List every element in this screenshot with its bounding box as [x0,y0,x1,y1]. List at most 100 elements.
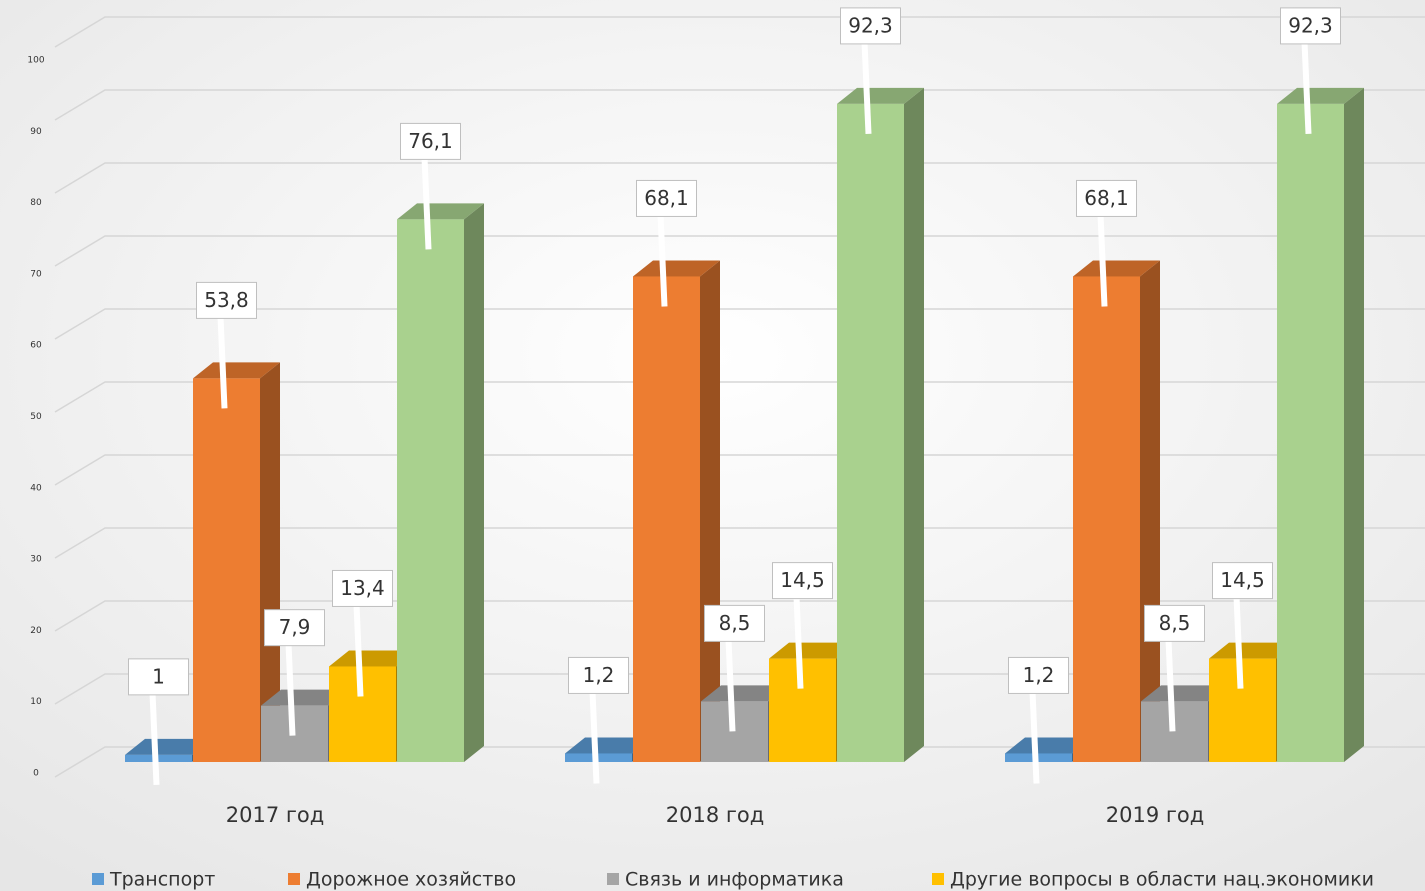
label-leader [589,691,600,784]
label-box [1212,562,1273,600]
legend-label: Дорожное хозяйство [306,869,516,891]
label-leader [285,643,296,736]
label-box [704,604,765,642]
bar [837,103,904,762]
bar-top [261,689,348,706]
label-leader [421,157,432,250]
bar [1277,103,1344,762]
data-label: 13,4 [340,576,385,600]
bar-side [1344,87,1364,762]
bar-top [769,642,856,659]
label-box [1144,604,1205,642]
data-label: 53,8 [204,288,249,312]
grid-line [54,308,1425,340]
bar [1073,276,1140,762]
bar-top [1209,642,1296,659]
label-box [1008,656,1069,694]
bar-side [260,362,280,762]
data-label: 92,3 [1288,13,1333,37]
legend-swatch [932,873,944,885]
x-tick-label: 2017 год [226,803,325,827]
label-box [1076,179,1137,217]
legend-label: Другие вопросы в области нац.экономики [950,869,1374,891]
label-leader [861,41,872,135]
data-label: 1 [152,664,165,688]
bar-side [1140,260,1160,762]
bar-side [904,87,924,762]
label-box [400,122,461,160]
label-box [568,656,629,694]
label-box [196,281,257,319]
label-leader [353,604,364,697]
legend-swatch [607,873,619,885]
y-tick-label: 70 [30,269,42,279]
x-tick-label: 2018 год [666,803,765,827]
bar [565,753,632,762]
label-leader [1165,639,1176,732]
bar-top [1005,737,1092,754]
y-tick-label: 40 [30,483,42,493]
y-tick-label: 60 [30,341,42,351]
data-label: 1,2 [583,663,615,687]
legend-swatch [288,873,300,885]
label-leader [657,214,668,307]
grid-line [54,89,1425,121]
bar-top [193,362,280,379]
bar-top [633,260,720,277]
bar-side [700,260,720,762]
label-leader [793,596,804,689]
data-label: 76,1 [408,129,453,153]
label-box [264,609,325,647]
y-tick-label: 0 [33,769,39,779]
bar [125,754,192,762]
legend-label: Связь и информатика [625,869,844,891]
grid-line [54,16,1425,48]
label-leader [1233,596,1244,689]
bar [633,276,700,762]
bar [1005,753,1072,762]
x-tick-label: 2019 год [1106,803,1205,827]
bar-top [1073,260,1160,277]
label-box [772,562,833,600]
y-tick-label: 10 [30,697,42,707]
bar [397,219,464,763]
bar-top [565,737,652,754]
label-box [128,658,189,696]
bar-top [329,650,416,667]
data-label: 68,1 [644,186,689,210]
data-label: 8,5 [719,611,751,635]
y-tick-label: 30 [30,555,42,565]
data-label: 1,2 [1023,663,1055,687]
data-label: 68,1 [1084,186,1129,210]
grid-line [54,381,1425,413]
bar-top [837,87,924,104]
grid-line [54,746,1425,778]
label-leader [217,316,228,409]
bar-top [1277,87,1364,104]
label-box [1280,7,1341,45]
bar-side [464,203,484,763]
label-leader [149,692,160,786]
grid-line [54,162,1425,194]
data-label: 7,9 [279,615,311,639]
label-box [636,179,697,217]
y-tick-label: 80 [30,198,42,208]
label-leader [1301,41,1312,135]
y-tick-label: 90 [30,127,42,137]
bar-top [701,685,788,702]
label-leader [725,639,736,732]
data-label: 14,5 [1220,568,1265,592]
y-tick-label: 20 [30,626,42,636]
label-leader [1097,214,1108,307]
label-box [840,7,901,45]
label-leader [1029,691,1040,784]
bar [193,378,260,762]
data-label: 92,3 [848,13,893,37]
data-label: 8,5 [1159,611,1191,635]
bar-top [125,738,212,755]
legend-label: Транспорт [109,869,215,891]
data-label: 14,5 [780,568,825,592]
legend-swatch [92,873,104,885]
bar-top [397,203,484,220]
